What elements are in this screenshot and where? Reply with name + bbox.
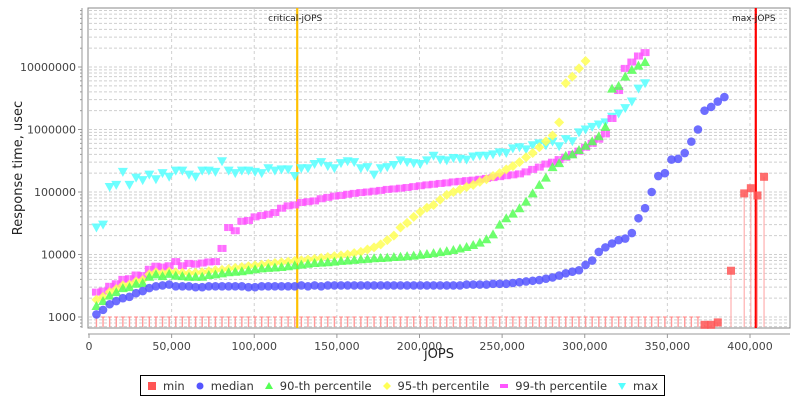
x-axis: 0 50,000 100,000 150,000 200,000 250,000 300,0… (86, 333, 790, 353)
legend-item-90-th-percentile: 90-th percentile (264, 379, 372, 393)
legend-label: 95-th percentile (397, 378, 490, 393)
legend-item-max: max (617, 379, 658, 393)
y-axis: 1000 10000 100000 1000000 10000000 (20, 8, 83, 328)
data-points (91, 48, 769, 329)
legend: min median 90-th percentile 95-th percentil… (140, 375, 666, 396)
y-tick-label: 1000000 (27, 124, 76, 137)
x-tick-label: 350,000 (645, 340, 691, 353)
circle-icon (196, 382, 204, 389)
x-tick-label: 400,000 (727, 340, 773, 353)
y-tick-label: 10000 (41, 249, 76, 262)
legend-label: max (633, 378, 659, 393)
legend-label: min (163, 378, 185, 393)
triangle-up-icon (264, 381, 273, 389)
y-tick-label: 10000000 (20, 61, 76, 74)
x-tick-label: 50,000 (152, 340, 191, 353)
marker-label: critical-jOPS (268, 14, 322, 24)
triangle-down-icon (618, 382, 627, 390)
x-tick-label: 200,000 (397, 340, 443, 353)
x-tick-label: 300,000 (562, 340, 608, 353)
square-icon (148, 381, 156, 390)
x-axis-title: jOPS (423, 347, 454, 362)
threshold-markers: critical-jOPS max-jOPS (268, 8, 776, 328)
series-min (94, 172, 769, 329)
series-90-th-percentile (91, 57, 651, 310)
plus-square-icon (500, 383, 509, 388)
x-tick-label: 150,000 (314, 340, 360, 353)
legend-label: 90-th percentile (279, 378, 372, 393)
y-tick-label: 1000 (48, 311, 76, 324)
legend-label: median (210, 378, 254, 393)
legend-item-min: min (147, 379, 185, 393)
series-median (92, 92, 729, 319)
legend-item-95-th-percentile: 95-th percentile (382, 378, 490, 393)
x-tick-label: 0 (86, 340, 93, 353)
marker-label: max-jOPS (732, 14, 776, 24)
x-tick-label: 250,000 (479, 340, 525, 353)
y-axis-title: Response time, usec (11, 101, 26, 235)
y-tick-label: 100000 (34, 186, 76, 199)
diamond-icon (382, 381, 391, 390)
legend-label: 99-th percentile (515, 378, 608, 393)
legend-item-median: median (195, 379, 254, 393)
x-tick-label: 100,000 (232, 340, 278, 353)
legend-item-99-th-percentile: 99-th percentile (499, 379, 607, 393)
